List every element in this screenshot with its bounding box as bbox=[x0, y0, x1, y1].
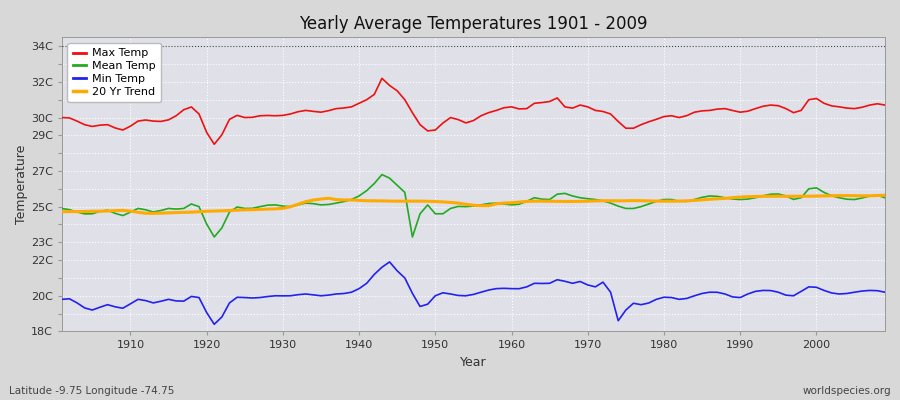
Legend: Max Temp, Mean Temp, Min Temp, 20 Yr Trend: Max Temp, Mean Temp, Min Temp, 20 Yr Tre… bbox=[68, 43, 161, 102]
Text: Latitude -9.75 Longitude -74.75: Latitude -9.75 Longitude -74.75 bbox=[9, 386, 175, 396]
Title: Yearly Average Temperatures 1901 - 2009: Yearly Average Temperatures 1901 - 2009 bbox=[299, 15, 648, 33]
Y-axis label: Temperature: Temperature bbox=[15, 145, 28, 224]
X-axis label: Year: Year bbox=[460, 356, 487, 369]
Text: worldspecies.org: worldspecies.org bbox=[803, 386, 891, 396]
